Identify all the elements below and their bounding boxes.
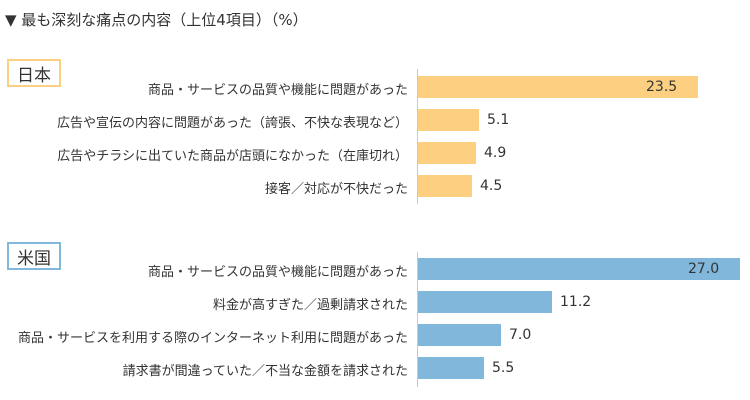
category-label: 商品・サービスの品質や機能に問題があった xyxy=(147,83,408,98)
category-label: 広告や宣伝の内容に問題があった（誇張、不快な表現など） xyxy=(56,116,408,131)
category-label: 商品・サービスの品質や機能に問題があった xyxy=(147,265,408,280)
bar-us xyxy=(418,324,501,346)
value-label: 27.0 xyxy=(688,261,720,277)
bar-japan xyxy=(418,76,698,98)
value-label: 23.5 xyxy=(646,79,678,95)
value-label: 11.2 xyxy=(560,294,592,310)
category-label: 接客／対応が不快だった xyxy=(264,182,408,197)
category-label: 広告やチラシに出ていた商品が店頭になかった（在庫切れ） xyxy=(57,149,408,164)
category-label: 商品・サービスを利用する際のインターネット利用に問題があった xyxy=(17,331,408,346)
bar-japan xyxy=(418,142,476,164)
value-label: 5.1 xyxy=(487,112,510,128)
bar-us xyxy=(418,291,552,313)
value-label: 5.5 xyxy=(492,360,515,376)
chart-title: ▼ 最も深刻な痛点の内容（上位4項目）（%） xyxy=(5,11,308,29)
bar-japan xyxy=(418,109,479,131)
category-axis-japan xyxy=(417,69,418,204)
value-label: 4.9 xyxy=(484,145,507,161)
bar-us xyxy=(418,258,740,280)
value-label: 7.0 xyxy=(509,327,532,343)
bar-japan xyxy=(418,175,472,197)
country-label-japan: 日本 xyxy=(7,59,61,87)
bar-us xyxy=(418,357,484,379)
category-label: 請求書が間違っていた／不当な金額を請求された xyxy=(122,364,408,379)
value-label: 4.5 xyxy=(480,178,503,194)
category-axis-us xyxy=(417,252,418,387)
country-label-us: 米国 xyxy=(7,242,61,270)
category-label: 料金が高すぎた／過剰請求された xyxy=(212,298,408,313)
